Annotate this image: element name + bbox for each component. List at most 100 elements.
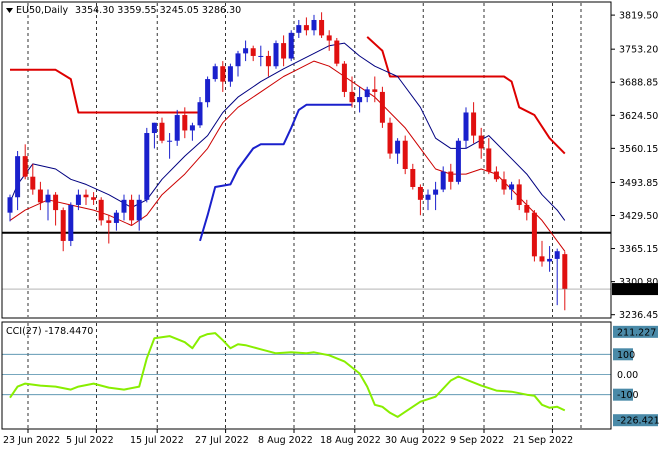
candle-body — [235, 53, 241, 67]
candle-body — [471, 112, 477, 136]
candle-body — [387, 122, 393, 154]
candle-body — [205, 79, 211, 103]
candle-body — [45, 194, 51, 203]
candle-body — [144, 133, 150, 200]
candle-body — [379, 91, 385, 123]
candle-body — [250, 48, 256, 56]
x-tick-label: 30 Aug 2022 — [385, 435, 446, 446]
candle-body — [98, 199, 104, 221]
candle-body — [182, 115, 188, 131]
candle-body — [509, 184, 515, 190]
cci-tick-box — [613, 348, 633, 361]
candle-body — [455, 140, 461, 182]
candle-body — [22, 156, 28, 177]
cci-line — [9, 332, 566, 418]
y-tick-label: 3753.20 — [619, 45, 658, 56]
candle-body — [91, 197, 97, 200]
x-tick-label: 9 Sep 2022 — [450, 435, 504, 446]
candle-body — [68, 204, 74, 241]
x-tick-label: 8 Aug 2022 — [258, 435, 313, 446]
candle-body — [562, 254, 568, 290]
candle-body — [417, 186, 423, 200]
candle-body — [341, 63, 347, 92]
candle-body — [547, 258, 553, 262]
candle-body — [303, 25, 309, 31]
y-tick-label: 3560.15 — [619, 144, 658, 155]
cci-marks — [9, 332, 566, 418]
candle-body — [113, 212, 119, 223]
candle-body — [37, 189, 43, 203]
candle-body — [167, 140, 173, 142]
cci-tick-box — [613, 388, 633, 401]
candle-body — [349, 91, 355, 103]
x-tick-label: 15 Jul 2022 — [130, 435, 184, 446]
candle-body — [501, 179, 507, 190]
y-tick-label: 3819.50 — [619, 11, 658, 22]
y-tick-label: 3236.45 — [619, 310, 658, 321]
candle-body — [7, 197, 13, 213]
ohlc-readout: 3354.30 3359.55 3245.05 3286.30 — [75, 5, 241, 16]
candle-body — [478, 135, 484, 149]
candle-body — [486, 148, 492, 172]
candle-body — [334, 40, 340, 64]
candle-body — [357, 97, 363, 103]
cci-tick-label: -100 — [617, 390, 639, 401]
candle-body — [288, 32, 294, 59]
y-tick-label: 3688.85 — [619, 78, 658, 89]
candle-body — [106, 220, 112, 223]
candle-body — [311, 19, 317, 31]
candle-body — [410, 168, 416, 187]
y-tick-label: 3365.15 — [619, 244, 658, 255]
x-tick-label: 23 Jun 2022 — [3, 435, 60, 446]
cci-tick-box — [613, 414, 658, 427]
candle-body — [53, 194, 59, 211]
candle-body — [516, 184, 522, 205]
candle-body — [273, 43, 279, 67]
candle-body — [60, 210, 66, 241]
price-y-axis: 3819.50 3753.20 3688.85 3624.50 3560.15 3493.… — [611, 11, 658, 321]
candle-body — [539, 256, 545, 262]
price-grid — [27, 3, 582, 317]
candle-body — [402, 140, 408, 169]
symbol-label: EU50,Daily — [16, 5, 68, 16]
candle-body — [372, 89, 378, 92]
candle-body — [395, 140, 401, 154]
candle-body — [364, 89, 370, 98]
candle-body — [326, 35, 332, 41]
y-tick-label: 3429.50 — [619, 211, 658, 222]
candle-body — [159, 122, 165, 141]
candle-body — [493, 171, 499, 180]
cci-grid — [2, 323, 611, 428]
x-tick-label: 27 Jul 2022 — [195, 435, 249, 446]
candle-body — [296, 25, 302, 33]
menu-triangle-icon[interactable] — [6, 8, 13, 13]
candle-body — [220, 66, 226, 82]
candle-body — [151, 122, 157, 134]
x-tick-label: 21 Sep 2022 — [513, 435, 573, 446]
price-pane — [2, 3, 611, 317]
cci-title: CCI(27) -178.4470 — [6, 326, 93, 337]
x-tick-label: 5 Jul 2022 — [66, 435, 114, 446]
candle-body — [448, 171, 454, 182]
x-tick-label: 18 Aug 2022 — [320, 435, 381, 446]
cci-frame — [1, 321, 612, 430]
candle-body — [174, 115, 180, 141]
candle-body — [15, 156, 21, 198]
moving-average-slow — [9, 42, 566, 221]
cci-y-axis: 211.227 100 0.00 -100 -226.4214 — [613, 325, 660, 427]
candle-body — [197, 102, 203, 126]
y-tick-label: 3300.80 — [619, 277, 658, 288]
y-tick-label: 3624.50 — [619, 111, 658, 122]
candle-body — [243, 48, 249, 54]
price-frame — [1, 1, 612, 319]
candle-body — [121, 199, 127, 213]
cci-tick-label: 211.227 — [617, 327, 656, 338]
candle-body — [129, 199, 135, 221]
stop-line-blue — [199, 103, 352, 242]
candle-body — [425, 194, 431, 200]
last-price-label: 3286.30 — [617, 285, 656, 296]
candle-body — [319, 19, 325, 36]
stop-line-red — [366, 36, 566, 155]
